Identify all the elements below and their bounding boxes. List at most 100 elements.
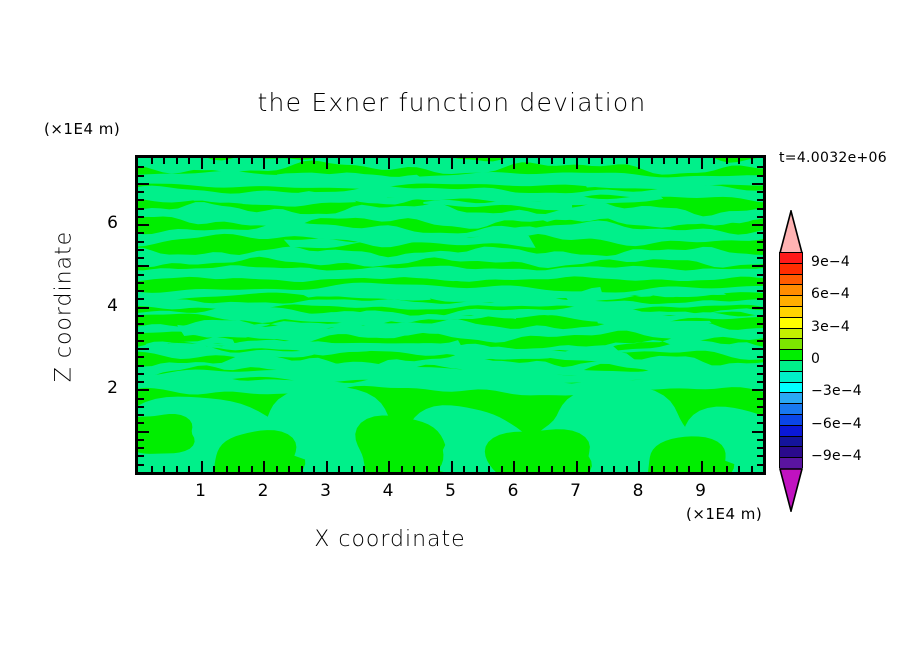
- y-minor-tick: [138, 249, 144, 251]
- y-minor-tick: [138, 422, 144, 424]
- contour-band: [235, 310, 516, 324]
- y-major-tick: [138, 265, 149, 267]
- x-major-tick-top: [513, 158, 515, 169]
- y-major-tick: [138, 224, 149, 226]
- x-minor-tick: [376, 466, 378, 472]
- y-minor-tick: [138, 381, 144, 383]
- x-tick-label: 6: [507, 481, 519, 501]
- x-minor-tick-top: [613, 158, 615, 164]
- colorbar-tick-label: −3e−4: [811, 383, 862, 400]
- y-minor-tick: [138, 439, 144, 441]
- x-minor-tick-top: [426, 158, 428, 164]
- contour-band: [283, 234, 536, 249]
- y-minor-tick-right: [757, 216, 763, 218]
- y-minor-tick-right: [757, 365, 763, 367]
- colorbar-segment: [780, 371, 802, 383]
- colorbar[interactable]: 9e−4 6e−4 3e−4 0 −3e−4 −6e−4 −9e−4: [779, 210, 862, 512]
- y-axis-unit-label: (×1E4 m): [44, 120, 121, 138]
- x-minor-tick: [476, 466, 478, 472]
- x-major-tick: [263, 461, 265, 472]
- x-major-tick-top: [388, 158, 390, 169]
- x-minor-tick-top: [601, 158, 603, 164]
- x-minor-tick-top: [488, 158, 490, 164]
- contour-band: [138, 246, 763, 268]
- y-minor-tick: [138, 464, 144, 466]
- x-minor-tick-top: [476, 158, 478, 164]
- y-minor-tick-right: [757, 191, 763, 193]
- x-tick-label: 1: [195, 481, 206, 501]
- x-minor-tick-top: [313, 158, 315, 164]
- x-minor-tick-top: [501, 158, 503, 164]
- x-minor-tick: [563, 466, 565, 472]
- x-minor-tick-top: [401, 158, 403, 164]
- x-major-tick-top: [326, 158, 328, 169]
- x-minor-tick-top: [176, 158, 178, 164]
- x-minor-tick-top: [663, 158, 665, 164]
- y-minor-tick-right: [757, 332, 763, 334]
- contour-band: [477, 226, 659, 241]
- y-major-tick: [138, 307, 149, 309]
- x-minor-tick: [363, 466, 365, 472]
- x-minor-tick: [288, 466, 290, 472]
- y-minor-tick-right: [757, 290, 763, 292]
- contour-band: [562, 290, 727, 303]
- contour-band: [419, 343, 621, 355]
- colorbar-segment: [780, 458, 802, 469]
- y-tick-label: 6: [107, 213, 118, 234]
- contour-band: [276, 172, 423, 183]
- colorbar-segment: [780, 274, 802, 286]
- x-minor-tick-top: [188, 158, 190, 164]
- timestamp-annotation: t=4.0032e+06: [779, 150, 887, 166]
- contour-field: [138, 158, 763, 472]
- x-major-tick: [638, 461, 640, 472]
- colorbar-segment: [780, 436, 802, 448]
- x-major-tick: [201, 461, 203, 472]
- x-major-tick: [388, 461, 390, 472]
- colorbar-segment: [780, 339, 802, 351]
- x-major-tick-top: [201, 158, 203, 169]
- x-minor-tick-top: [713, 158, 715, 164]
- y-major-tick: [138, 431, 149, 433]
- contour-intrusion: [355, 415, 446, 472]
- colorbar-tick-label: 6e−4: [811, 286, 850, 303]
- x-minor-tick: [151, 466, 153, 472]
- y-major-tick-right: [752, 265, 763, 267]
- x-major-tick-top: [576, 158, 578, 169]
- x-minor-tick: [163, 466, 165, 472]
- x-minor-tick-top: [463, 158, 465, 164]
- y-minor-tick-right: [757, 298, 763, 300]
- colorbar-segment: [780, 317, 802, 329]
- y-minor-tick: [138, 257, 144, 259]
- x-axis-title: X coordinate: [314, 527, 466, 552]
- contour-band: [138, 298, 763, 310]
- x-minor-tick-top: [376, 158, 378, 164]
- x-minor-tick: [676, 466, 678, 472]
- contour-intrusion: [214, 430, 306, 472]
- y-major-tick: [138, 183, 149, 185]
- x-minor-tick-top: [213, 158, 215, 164]
- contour-band: [213, 321, 455, 332]
- x-minor-tick: [588, 466, 590, 472]
- x-minor-tick: [413, 466, 415, 472]
- colorbar-under-cap: [779, 468, 803, 512]
- colorbar-segments: [779, 252, 803, 469]
- x-minor-tick-top: [276, 158, 278, 164]
- contour-band: [186, 189, 431, 205]
- x-minor-tick: [651, 466, 653, 472]
- y-minor-tick: [138, 241, 144, 243]
- y-minor-tick-right: [757, 166, 763, 168]
- y-minor-tick-right: [757, 439, 763, 441]
- colorbar-tick-label: 3e−4: [811, 318, 850, 335]
- colorbar-over-cap: [779, 210, 803, 254]
- colorbar-segment: [780, 307, 802, 318]
- x-minor-tick-top: [163, 158, 165, 164]
- y-minor-tick: [138, 365, 144, 367]
- colorbar-segment: [780, 404, 802, 415]
- contour-band: [235, 193, 357, 207]
- x-tick-label: 2: [257, 481, 269, 501]
- colorbar-segment: [780, 425, 802, 437]
- x-minor-tick: [688, 466, 690, 472]
- y-major-tick-right: [752, 224, 763, 226]
- contour-band: [528, 307, 763, 317]
- x-minor-tick: [438, 466, 440, 472]
